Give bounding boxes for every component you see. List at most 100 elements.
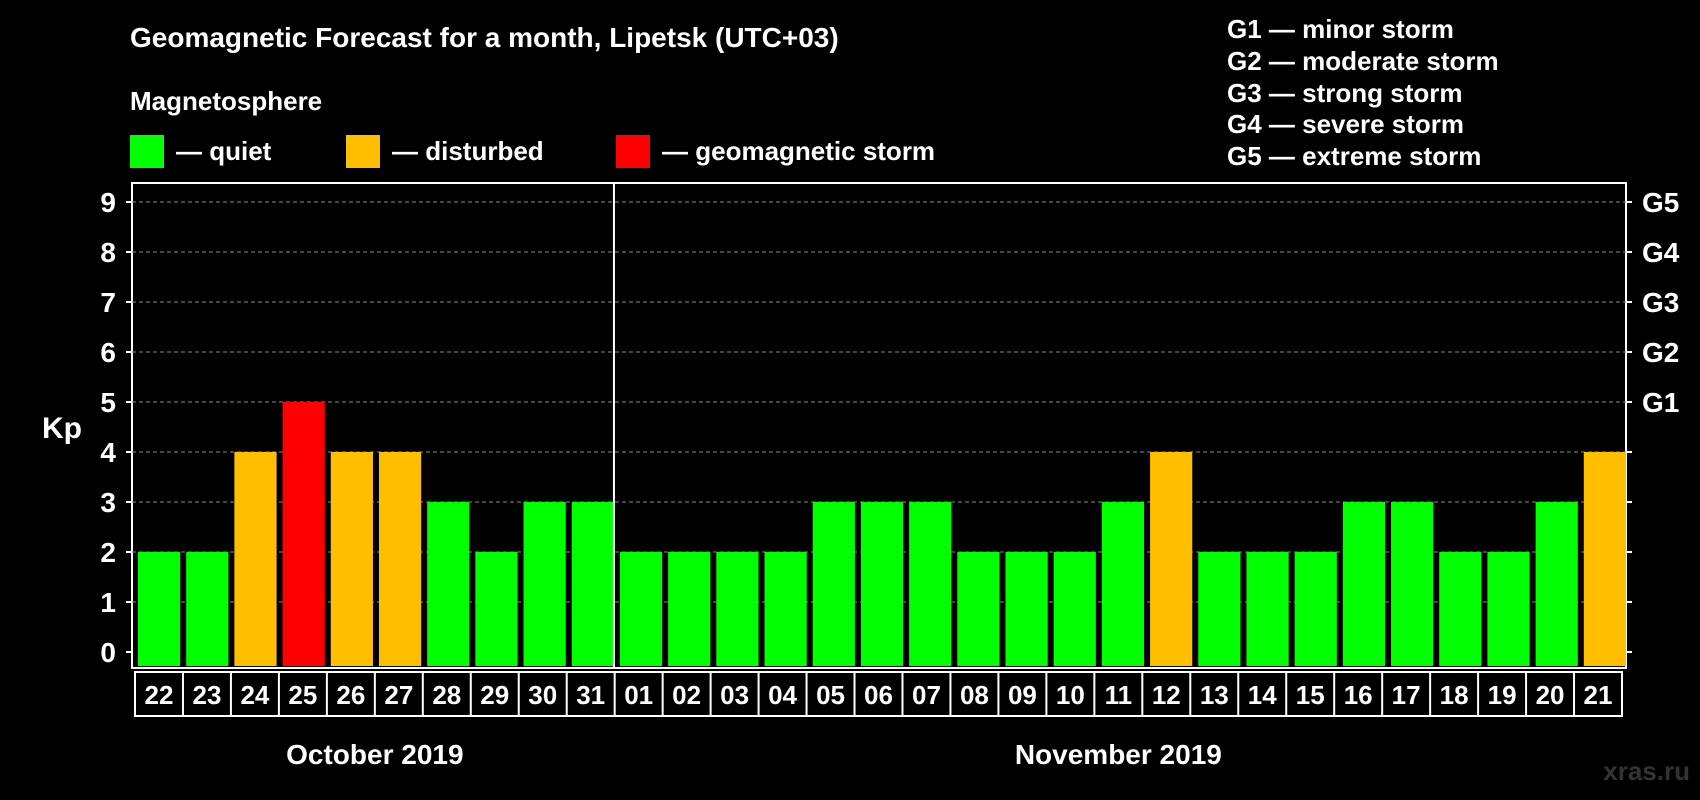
chart-title: Geomagnetic Forecast for a month, Lipets… <box>130 22 839 53</box>
date-tick-label: 24 <box>240 680 269 710</box>
date-tick-label: 30 <box>528 680 557 710</box>
storm-scale-legend: G1 — minor storm G2 — moderate storm G3 … <box>1227 14 1499 173</box>
kp-bar <box>668 552 711 666</box>
legend-quiet: — quiet <box>130 134 271 168</box>
date-tick-label: 02 <box>672 680 701 710</box>
y-tick-label: 1 <box>100 587 116 618</box>
kp-bar <box>764 552 807 666</box>
legend-label-disturbed: — disturbed <box>392 135 544 166</box>
y-tick-label: 4 <box>100 437 116 468</box>
date-tick-label: 16 <box>1344 680 1373 710</box>
date-tick-label: 10 <box>1056 680 1085 710</box>
y-tick-label: 7 <box>100 287 116 318</box>
kp-bar <box>716 552 759 666</box>
date-tick-label: 22 <box>145 680 174 710</box>
date-tick-label: 14 <box>1248 680 1277 710</box>
kp-bar <box>1005 552 1048 666</box>
kp-bar <box>1246 552 1289 666</box>
kp-bar <box>138 552 181 666</box>
date-tick-label: 26 <box>336 680 365 710</box>
kp-bar <box>1342 502 1386 666</box>
kp-bar <box>812 502 855 666</box>
date-tick-label: 13 <box>1200 680 1229 710</box>
kp-bar <box>1150 452 1193 666</box>
date-tick-label: 25 <box>288 680 317 710</box>
g-scale-tick-label: G3 <box>1642 287 1679 318</box>
g-scale-tick-label: G2 <box>1642 337 1679 368</box>
plot-frame <box>131 182 1627 669</box>
date-tick-label: 27 <box>384 680 413 710</box>
kp-bar <box>475 552 518 666</box>
kp-bar <box>330 452 373 666</box>
date-tick-label: 28 <box>432 680 461 710</box>
date-tick-label: 06 <box>864 680 893 710</box>
storm-scale-g5: G5 — extreme storm <box>1227 141 1482 172</box>
kp-bar <box>1198 552 1241 666</box>
kp-bar <box>523 502 566 666</box>
y-tick-label: 8 <box>100 237 116 268</box>
legend-disturbed: — disturbed <box>346 134 544 168</box>
legend-swatch-quiet <box>130 134 164 168</box>
date-tick-label: 05 <box>816 680 845 710</box>
date-tick-label: 17 <box>1392 680 1421 710</box>
y-tick-label: 2 <box>100 537 116 568</box>
y-tick-label: 6 <box>100 337 116 368</box>
kp-bar <box>1535 502 1578 666</box>
storm-scale-g1: G1 — minor storm <box>1227 14 1454 44</box>
y-tick-label: 0 <box>100 637 116 668</box>
date-tick-label: 08 <box>960 680 989 710</box>
y-tick-label: 5 <box>100 387 116 418</box>
y-axis-label: Kp <box>42 412 82 445</box>
date-tick-label: 21 <box>1584 680 1613 710</box>
month-label: October 2019 <box>286 739 463 770</box>
date-tick-label: 29 <box>480 680 509 710</box>
legend-swatch-disturbed <box>346 134 380 168</box>
date-tick-label: 31 <box>576 680 605 710</box>
date-tick-label: 07 <box>912 680 941 710</box>
kp-bar <box>282 402 325 666</box>
kp-bar <box>571 502 614 666</box>
g-scale-tick-label: G4 <box>1642 237 1680 268</box>
kp-bar <box>909 502 952 666</box>
g-scale-tick-label: G1 <box>1642 387 1679 418</box>
legend-storm: — geomagnetic storm <box>616 134 935 168</box>
kp-bar <box>860 502 904 666</box>
kp-bar <box>1391 502 1434 666</box>
storm-scale-g3: G3 — strong storm <box>1227 77 1463 108</box>
magnetosphere-title: Magnetosphere <box>130 86 323 116</box>
kp-bar <box>378 452 422 666</box>
date-tick-label: 12 <box>1152 680 1181 710</box>
legend-swatch-storm <box>616 134 650 168</box>
month-label: November 2019 <box>1015 739 1222 770</box>
legend-label-storm: — geomagnetic storm <box>662 135 936 166</box>
kp-bar <box>1294 552 1337 666</box>
kp-bar <box>427 502 470 666</box>
date-tick-label: 09 <box>1008 680 1037 710</box>
kp-bar <box>1439 552 1482 666</box>
date-tick-label: 19 <box>1488 680 1517 710</box>
kp-bar <box>1053 552 1096 666</box>
kp-bar <box>1583 452 1626 666</box>
date-tick-label: 18 <box>1440 680 1469 710</box>
legend-label-quiet: — quiet <box>176 135 272 166</box>
date-tick-label: 11 <box>1105 680 1133 710</box>
date-tick-label: 04 <box>768 680 797 710</box>
g-scale-tick-label: G5 <box>1642 187 1679 218</box>
y-tick-label: 3 <box>100 487 116 518</box>
date-tick-label: 15 <box>1296 680 1325 710</box>
kp-bar <box>1487 552 1530 666</box>
storm-scale-g2: G2 — moderate storm <box>1227 45 1499 76</box>
watermark: xras.ru <box>1603 756 1690 786</box>
kp-bar <box>957 552 1000 666</box>
date-tick-label: 01 <box>624 680 653 710</box>
date-tick-label: 03 <box>720 680 749 710</box>
storm-scale-g4: G4 — severe storm <box>1227 109 1465 140</box>
kp-bar <box>186 552 229 666</box>
date-tick-label: 20 <box>1536 680 1565 710</box>
kp-bar <box>234 452 277 666</box>
date-tick-label: 23 <box>192 680 221 710</box>
date-axis-frame <box>134 671 1623 717</box>
kp-bar <box>619 552 663 666</box>
y-tick-label: 9 <box>100 187 116 218</box>
